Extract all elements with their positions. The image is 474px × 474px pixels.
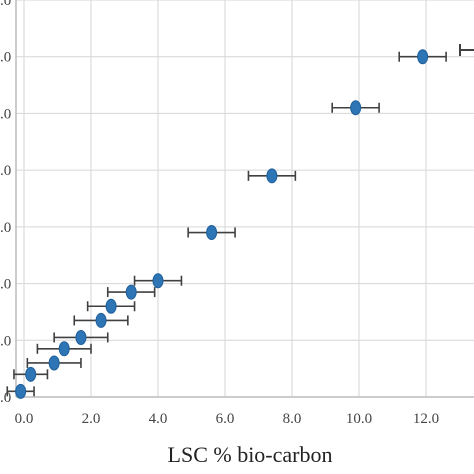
y-tick-label: .0 (0, 163, 11, 179)
data-point (125, 284, 137, 300)
x-tick-label: 8.0 (283, 411, 302, 427)
y-tick-label: .0 (0, 220, 11, 236)
x-tick-label: 12.0 (413, 411, 439, 427)
data-point (206, 225, 218, 241)
x-axis-label: LSC % bio-carbon (168, 442, 333, 467)
tick-labels: 0.02.04.06.08.010.012.0.0.0.0.0.0.0.0.0.… (0, 0, 439, 427)
y-tick-label: .0 (0, 50, 11, 66)
data-point (105, 298, 117, 314)
data-point (152, 273, 164, 289)
x-tick-label: 6.0 (216, 411, 235, 427)
data-point (25, 366, 37, 382)
data-point (417, 49, 429, 65)
y-tick-label: .0 (0, 106, 11, 122)
x-tick-label: 4.0 (149, 411, 168, 427)
data-point (266, 168, 278, 184)
y-tick-label: .0 (0, 390, 11, 406)
data-point (58, 341, 70, 357)
data-point (95, 312, 107, 328)
data-point (350, 100, 362, 116)
y-tick-label: .0 (0, 333, 11, 349)
x-tick-label: 0.0 (15, 411, 34, 427)
data-point (48, 355, 60, 371)
y-tick-label: .0 (0, 0, 11, 9)
data-point (15, 383, 27, 399)
y-tick-label: .0 (0, 277, 11, 293)
data-series (6, 44, 474, 399)
data-point (75, 329, 87, 345)
x-tick-label: 10.0 (346, 411, 372, 427)
axes (15, 0, 474, 398)
x-tick-label: 2.0 (82, 411, 101, 427)
grid (16, 0, 474, 397)
